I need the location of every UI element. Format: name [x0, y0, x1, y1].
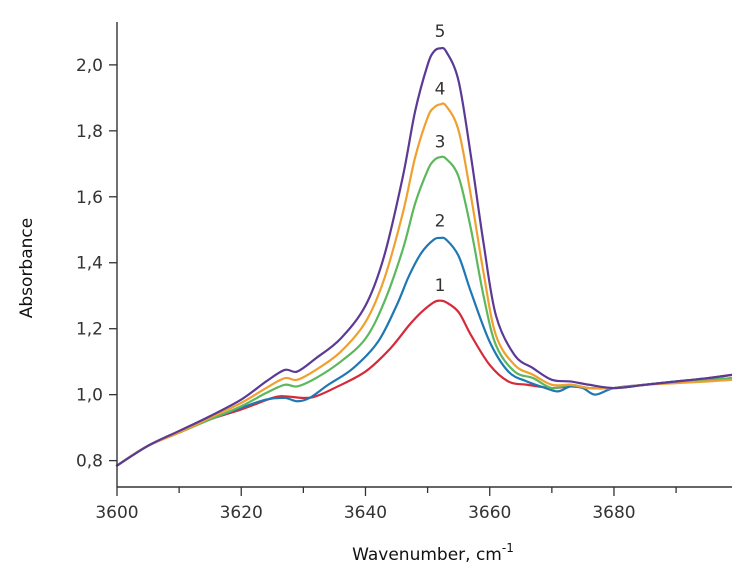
- x-axis-title-main: Wavenumber, cm: [352, 545, 502, 565]
- x-tick-label: 3600: [95, 503, 138, 523]
- x-tick-label: 3640: [344, 503, 387, 523]
- y-tick-label: 0,8: [76, 452, 103, 472]
- y-axis-title: Absorbance: [17, 218, 37, 318]
- curve-label-5: 5: [435, 22, 446, 42]
- curve-label-2: 2: [435, 211, 446, 231]
- curve-label-1: 1: [435, 276, 446, 296]
- x-tick-label: 3620: [220, 503, 263, 523]
- series-line-5: [115, 46, 732, 467]
- series-line-1: [115, 299, 732, 467]
- y-tick-label: 1,8: [76, 122, 103, 142]
- y-tick-label: 1,0: [76, 386, 103, 406]
- ticks-layer: 3600 3620 3640 3660 3680 0,8 1,0 1,2 1,4 1,6 1,8 2,…: [76, 56, 677, 523]
- series-layer: [115, 46, 732, 467]
- series-line-4: [115, 102, 732, 467]
- x-axis-title-superscript: -1: [502, 541, 514, 555]
- curve-label-3: 3: [435, 132, 446, 152]
- y-tick-label: 2,0: [76, 56, 103, 76]
- y-tick-label: 1,2: [76, 320, 103, 340]
- x-tick-label: 3680: [592, 503, 635, 523]
- curve-labels-layer: 1 2 3 4 5: [435, 22, 446, 296]
- y-tick-label: 1,4: [76, 254, 103, 274]
- x-axis-title: Wavenumber, cm-1: [352, 541, 514, 565]
- x-tick-label: 3660: [468, 503, 511, 523]
- series-line-2: [115, 236, 732, 467]
- axes-layer: [116, 22, 732, 488]
- y-tick-label: 1,6: [76, 188, 103, 208]
- curve-label-4: 4: [435, 80, 446, 100]
